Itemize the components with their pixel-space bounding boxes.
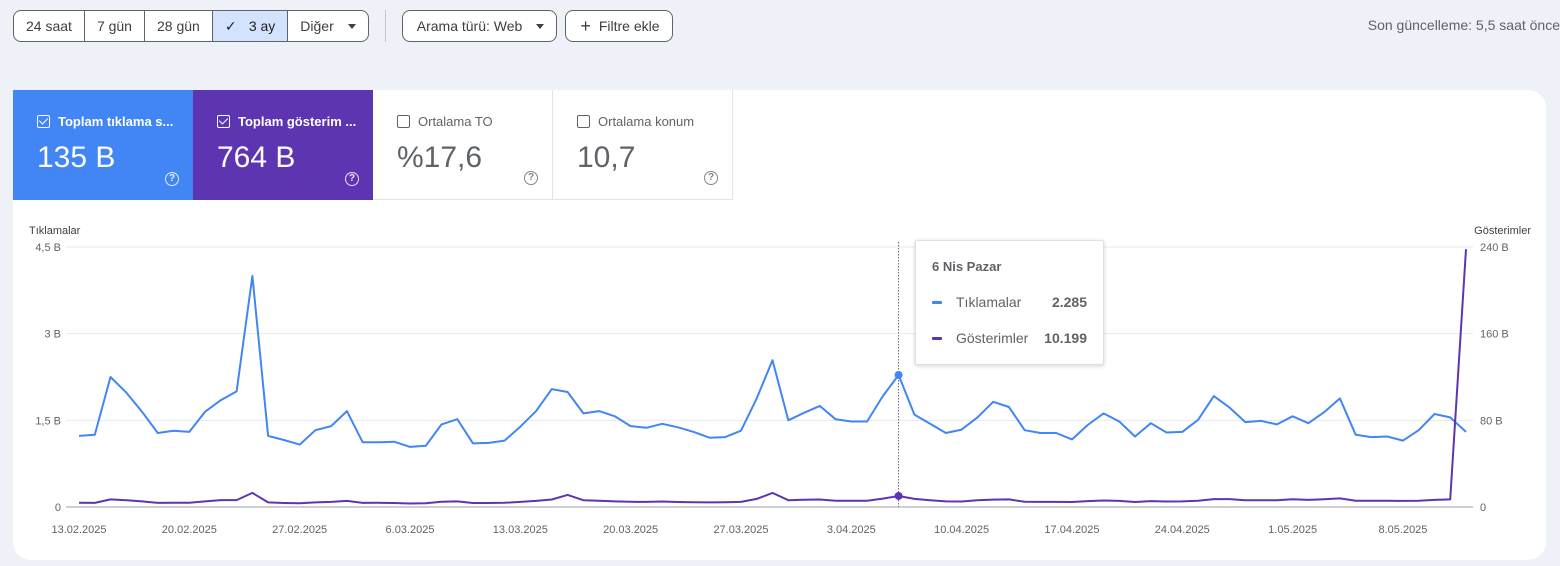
x-tick-label: 13.02.2025 (51, 524, 106, 536)
metric-label-row: Ortalama TO (397, 114, 547, 129)
metric-value: 764 B (217, 141, 296, 174)
tooltip-series-name: Gösterimler (956, 330, 1029, 346)
range-other-dropdown[interactable]: Diğer (288, 11, 367, 41)
x-tick-label: 27.02.2025 (272, 524, 327, 536)
checkbox-checked-icon[interactable] (217, 115, 230, 128)
range-label: 7 gün (96, 18, 132, 34)
right-axis-title: Gösterimler (1474, 225, 1531, 237)
x-tick-label: 27.03.2025 (713, 524, 768, 536)
x-tick-label: 20.03.2025 (603, 524, 658, 536)
metric-average-position[interactable]: Ortalama konum 10,7 ? (553, 90, 733, 200)
right-tick-label: 240 B (1480, 242, 1509, 254)
metric-label-row: Toplam tıklama s... (37, 114, 187, 129)
right-tick-label: 0 (1480, 502, 1486, 514)
range-3m-button[interactable]: ✓ 3 ay (212, 11, 289, 41)
x-tick-label: 17.04.2025 (1044, 524, 1099, 536)
metric-label-row: Ortalama konum (577, 114, 727, 129)
metric-value: 135 B (37, 141, 116, 174)
series-line-impressions (78, 249, 1467, 505)
checkbox-unchecked-icon[interactable] (577, 115, 590, 128)
x-tick-label: 13.03.2025 (493, 524, 548, 536)
help-icon[interactable]: ? (704, 171, 718, 185)
right-tick-label: 80 B (1480, 415, 1503, 427)
left-axis-title: Tıklamalar (29, 225, 81, 237)
range-28d-button[interactable]: 28 gün (145, 11, 213, 41)
caret-down-icon (536, 23, 545, 29)
range-label: 3 ay (248, 18, 276, 34)
x-tick-label: 3.04.2025 (827, 524, 876, 536)
left-tick-label: 4,5 B (35, 242, 61, 254)
range-24h-button[interactable]: 24 saat (14, 11, 85, 41)
last-update-text: Son güncelleme: 5,5 saat önce (1367, 17, 1560, 33)
tooltip-title: 6 Nis Pazar (932, 259, 1002, 274)
metric-tabs: Toplam tıklama s... 135 B ? Toplam göste… (13, 90, 733, 200)
range-label: Diğer (300, 18, 334, 34)
toolbar: 24 saat 7 gün 28 gün ✓ 3 ay Diğer Arama t… (13, 10, 673, 42)
left-tick-label: 3 B (44, 329, 61, 341)
plus-icon: + (580, 16, 591, 36)
metric-label-row: Toplam gösterim ... (217, 114, 367, 129)
performance-chart: Tıklamalar Gösterimler 0 0 1,5 B 80 B 3 B 160 B… (29, 225, 1531, 536)
search-type-label: Arama türü: Web (416, 18, 523, 34)
tooltip-row-impressions: Gösterimler 10.199 (932, 330, 1087, 346)
series-swatch (932, 300, 942, 304)
x-tick-label: 8.05.2025 (1378, 524, 1427, 536)
tooltip-series-value: 2.285 (1051, 294, 1087, 310)
metric-total-impressions[interactable]: Toplam gösterim ... 764 B ? (193, 90, 373, 200)
x-tick-label: 10.04.2025 (934, 524, 989, 536)
x-tick-label: 6.03.2025 (386, 524, 435, 536)
tooltip-series-value: 10.199 (1044, 330, 1087, 346)
checkbox-checked-icon[interactable] (37, 115, 50, 128)
highlight-point-clicks (894, 370, 903, 379)
metric-value: 10,7 (577, 141, 636, 174)
left-tick-label: 1,5 B (35, 415, 61, 427)
metric-label: Ortalama konum (598, 114, 695, 129)
checkbox-unchecked-icon[interactable] (397, 115, 410, 128)
toolbar-divider (384, 10, 386, 42)
left-tick-label: 0 (55, 502, 61, 514)
metric-label: Toplam gösterim ... (238, 114, 357, 129)
help-icon[interactable]: ? (345, 172, 359, 186)
highlight-point-impressions (894, 491, 903, 500)
tooltip-row-clicks: Tıklamalar 2.285 (932, 294, 1087, 310)
range-label: 24 saat (26, 18, 72, 34)
x-tick-label: 20.02.2025 (162, 524, 217, 536)
series-line-clicks (78, 274, 1467, 448)
search-type-dropdown[interactable]: Arama türü: Web (401, 10, 558, 42)
metric-value: %17,6 (397, 141, 483, 174)
help-icon[interactable]: ? (524, 171, 538, 185)
add-filter-button[interactable]: + Filtre ekle (565, 10, 673, 42)
x-tick-label: 1.05.2025 (1268, 524, 1317, 536)
series-swatch (932, 336, 942, 340)
help-icon[interactable]: ? (165, 172, 179, 186)
chart-tooltip: 6 Nis Pazar Tıklamalar 2.285 Gösterimler… (915, 240, 1104, 365)
metric-average-ctr[interactable]: Ortalama TO %17,6 ? (373, 90, 553, 200)
date-range-selector: 24 saat 7 gün 28 gün ✓ 3 ay Diğer (13, 10, 369, 42)
metric-label: Ortalama TO (418, 114, 493, 129)
caret-down-icon (347, 23, 356, 29)
metric-label: Toplam tıklama s... (58, 114, 174, 129)
check-icon: ✓ (224, 17, 237, 34)
tooltip-series-name: Tıklamalar (956, 294, 1022, 310)
range-label: 28 gün (156, 18, 200, 34)
metric-total-clicks[interactable]: Toplam tıklama s... 135 B ? (13, 90, 193, 200)
x-tick-label: 24.04.2025 (1155, 524, 1210, 536)
right-tick-label: 160 B (1480, 329, 1509, 341)
range-7d-button[interactable]: 7 gün (85, 11, 145, 41)
add-filter-label: Filtre ekle (598, 18, 660, 34)
performance-card: Tıklamalar Gösterimler 0 0 1,5 B 80 B 3 B 160 B… (13, 90, 1546, 560)
